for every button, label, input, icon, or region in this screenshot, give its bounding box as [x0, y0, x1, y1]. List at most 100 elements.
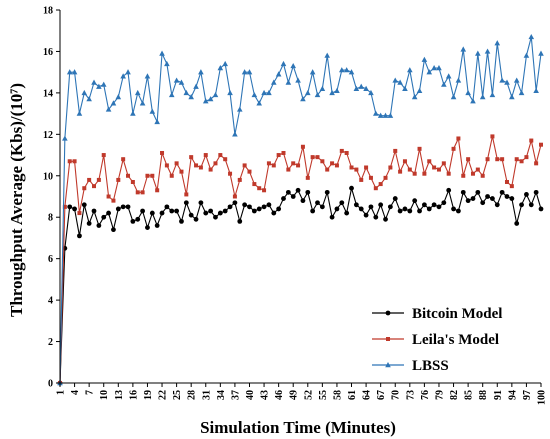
data-point — [111, 227, 116, 233]
data-point — [456, 208, 461, 214]
data-point — [188, 94, 194, 100]
series-line — [59, 188, 542, 384]
data-point — [324, 52, 331, 58]
data-point — [164, 60, 170, 67]
data-point — [140, 190, 145, 195]
data-point — [72, 159, 77, 164]
data-point — [524, 192, 529, 197]
data-point — [470, 196, 476, 201]
data-point — [539, 142, 543, 147]
data-point — [329, 89, 335, 96]
data-point — [115, 206, 121, 212]
data-point — [373, 186, 378, 191]
x-tick-label: 88 — [478, 390, 489, 400]
data-point — [91, 79, 97, 85]
data-point — [86, 96, 92, 102]
data-point — [320, 159, 325, 164]
data-point — [188, 212, 194, 218]
y-tick-label: 10 — [43, 171, 53, 182]
x-tick-label: 82 — [449, 390, 460, 400]
data-point — [154, 223, 160, 228]
data-point — [275, 71, 282, 77]
data-point — [203, 210, 209, 216]
x-tick-label: 52 — [303, 390, 314, 400]
legend-marker — [386, 337, 390, 341]
data-point — [82, 186, 87, 191]
data-point — [276, 206, 282, 212]
x-tick-label: 34 — [216, 390, 227, 400]
data-point — [242, 202, 248, 208]
data-point — [421, 56, 428, 62]
data-point — [514, 157, 519, 162]
data-point — [246, 69, 253, 75]
data-point — [538, 50, 544, 56]
data-point — [67, 159, 72, 164]
data-point — [222, 208, 228, 214]
data-point — [359, 177, 364, 182]
x-tick-label: 49 — [289, 390, 300, 400]
data-point — [422, 171, 427, 176]
x-tick-label: 94 — [507, 390, 518, 400]
x-ticks: 1 4 7 10 13 16 19 22 25 28 31 34 37 40 43 46 49 52 55 58 61 6… — [56, 383, 548, 405]
data-point — [412, 198, 418, 204]
data-point — [217, 210, 223, 216]
data-point — [504, 194, 510, 199]
data-point — [446, 171, 451, 176]
data-point — [261, 89, 267, 96]
data-point — [416, 87, 423, 94]
data-point — [310, 208, 316, 214]
data-point — [100, 81, 107, 87]
data-point — [319, 85, 326, 91]
data-point — [387, 204, 393, 210]
data-point — [62, 204, 67, 209]
x-tick-label: 37 — [230, 390, 241, 400]
data-point — [461, 173, 466, 178]
data-point — [538, 206, 544, 212]
x-tick-label: 76 — [420, 390, 431, 400]
data-point — [116, 177, 121, 182]
data-point — [286, 167, 291, 172]
data-point — [232, 194, 237, 199]
data-point — [456, 136, 461, 141]
data-point — [193, 216, 199, 222]
series-square — [58, 134, 543, 385]
data-point — [184, 192, 189, 197]
data-point — [125, 204, 131, 210]
data-point — [67, 204, 73, 210]
data-point — [222, 60, 228, 67]
data-point — [407, 208, 413, 214]
data-point — [203, 153, 208, 158]
data-point — [237, 177, 242, 182]
data-point — [427, 159, 432, 164]
data-point — [339, 148, 344, 153]
data-point — [407, 67, 413, 73]
y-tick-label: 12 — [43, 130, 53, 141]
data-point — [247, 204, 252, 210]
x-tick-label: 22 — [158, 390, 169, 400]
data-point — [421, 202, 427, 208]
data-point — [106, 210, 111, 216]
data-point — [518, 89, 525, 96]
y-tick-label: 4 — [48, 296, 53, 307]
data-point — [349, 165, 354, 170]
x-tick-label: 25 — [172, 390, 183, 400]
x-tick-label: 13 — [114, 390, 125, 400]
data-point — [155, 188, 160, 193]
data-point — [72, 206, 77, 212]
data-point — [470, 171, 475, 176]
x-tick-label: 67 — [376, 390, 387, 400]
data-point — [149, 108, 156, 114]
data-point — [145, 225, 150, 230]
data-point — [309, 69, 316, 75]
data-point — [499, 189, 505, 195]
data-point — [150, 173, 155, 178]
data-point — [353, 202, 359, 208]
data-point — [529, 138, 534, 143]
x-tick-label: 1 — [56, 390, 67, 395]
data-point — [232, 200, 238, 206]
data-point — [334, 206, 340, 212]
data-point — [159, 210, 165, 216]
data-point — [441, 200, 447, 206]
x-tick-label: 4 — [70, 390, 81, 395]
data-point — [285, 189, 291, 195]
